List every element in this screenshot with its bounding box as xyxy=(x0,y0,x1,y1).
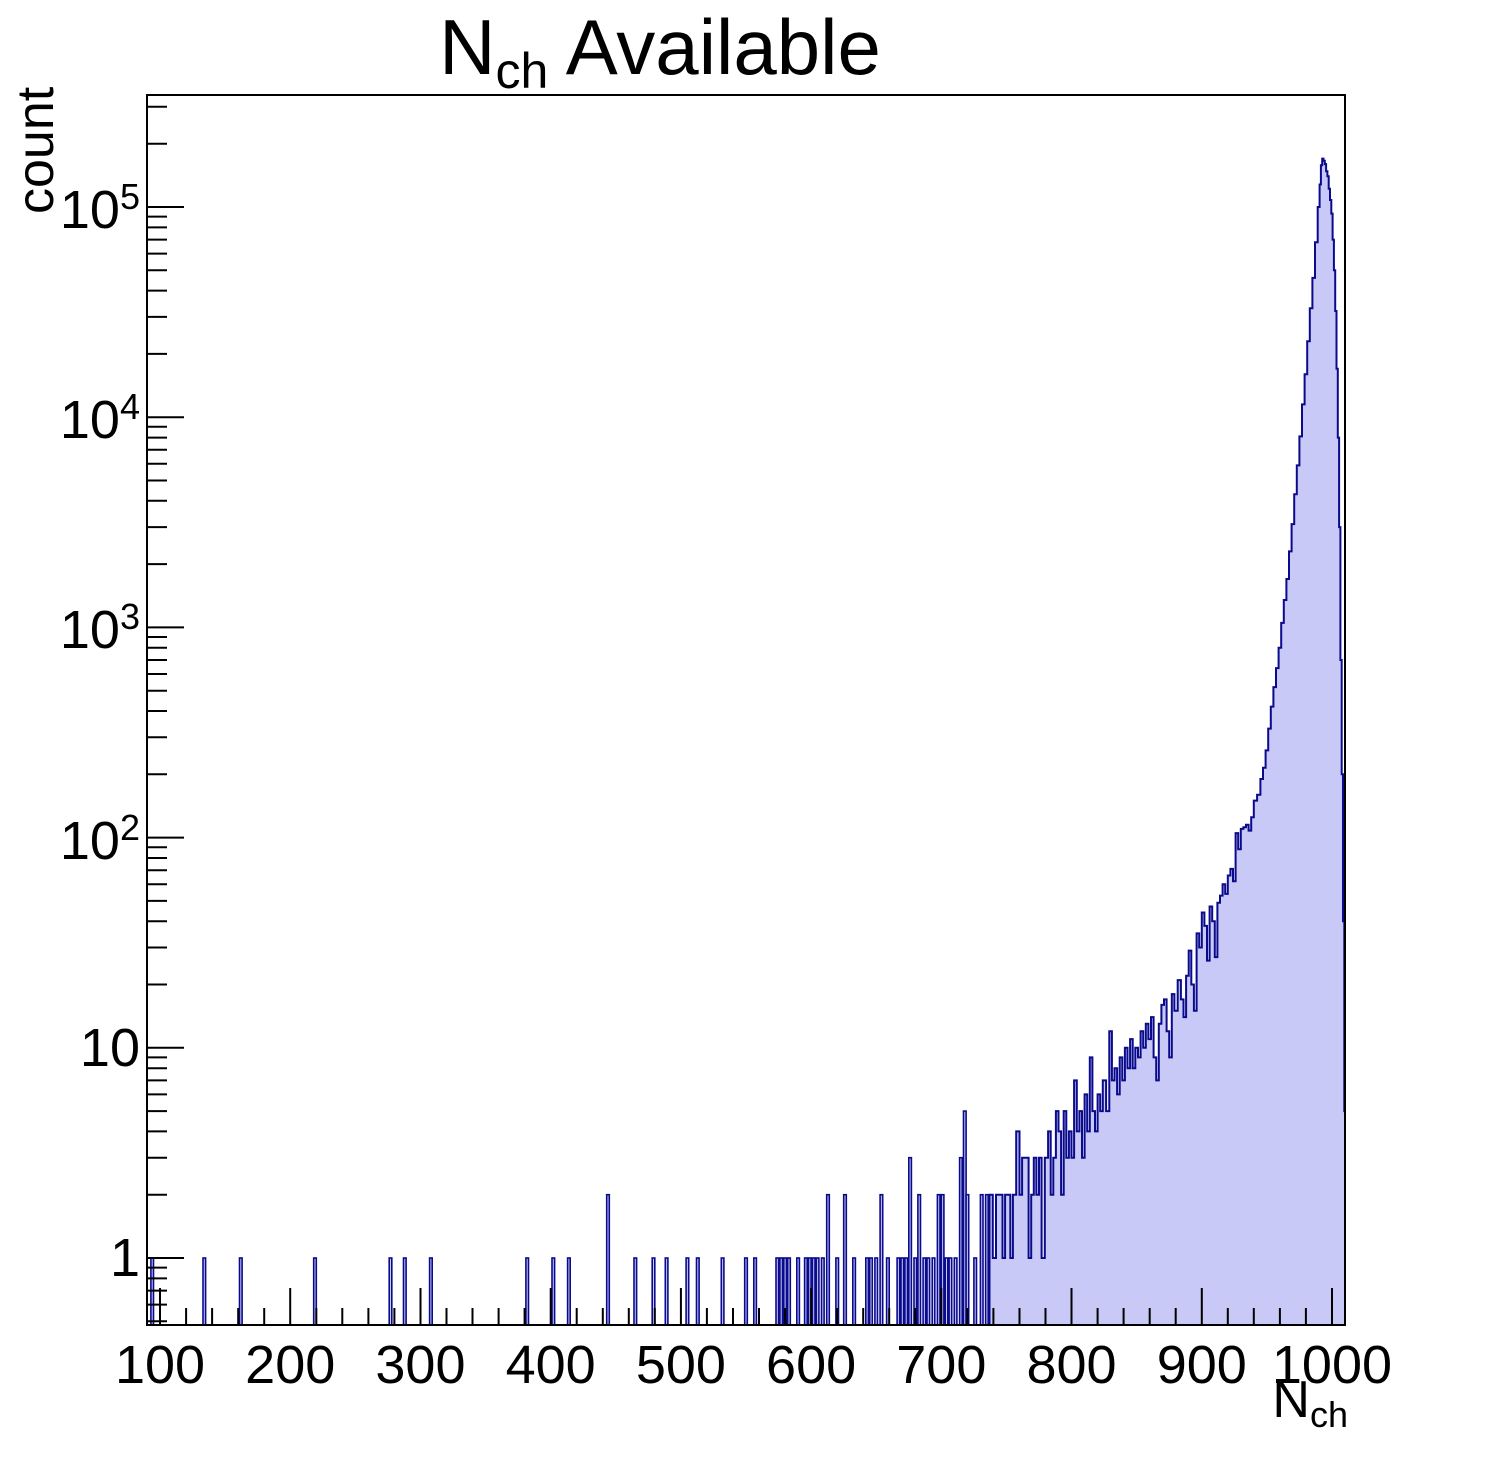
histogram-spike-bin xyxy=(779,1257,784,1326)
x-tick-label: 400 xyxy=(505,1335,596,1395)
y-tick-label-exponent: 5 xyxy=(119,176,140,217)
histogram-spike-bin xyxy=(238,1257,243,1326)
x-tick-label: 100 xyxy=(114,1335,206,1395)
x-axis-title-subscript: ch xyxy=(1309,1394,1348,1436)
histogram-spike-bin xyxy=(896,1257,901,1326)
histogram-spike-bin xyxy=(428,1257,434,1326)
chart-title-main: N xyxy=(439,3,496,91)
histogram-spike-bin xyxy=(958,1156,963,1326)
histogram-spike-bin xyxy=(917,1193,922,1326)
histogram-spike-bin xyxy=(868,1257,874,1326)
y-tick-label: 102 xyxy=(60,807,140,872)
histogram-spike-bin xyxy=(566,1257,571,1326)
histogram-spike-bin xyxy=(944,1257,949,1326)
histogram-spike-bin xyxy=(720,1257,725,1326)
y-tick-label: 105 xyxy=(60,176,140,241)
histogram-spike-bin xyxy=(820,1257,825,1326)
histogram-spike-bin xyxy=(864,1257,870,1326)
histogram-spike-bin xyxy=(984,1193,989,1326)
histogram-spike-bin xyxy=(605,1193,611,1326)
histogram-spike-bin xyxy=(842,1193,848,1326)
histogram-spike-bin xyxy=(973,1257,978,1326)
y-tick-label-mantissa: 1 xyxy=(109,1228,140,1288)
x-tick-label: 800 xyxy=(1026,1335,1117,1395)
histogram-spike-bin xyxy=(874,1257,879,1326)
y-tick-label-mantissa: 10 xyxy=(59,180,120,240)
x-tick-label: 900 xyxy=(1156,1335,1247,1395)
x-axis-title: Nch xyxy=(1272,1370,1348,1436)
histogram-spike-bin xyxy=(525,1257,530,1326)
histogram-spike-bin xyxy=(904,1257,909,1326)
histogram-spike-bin xyxy=(803,1257,808,1326)
y-axis-title: count xyxy=(7,86,65,214)
histogram-spike-bin xyxy=(900,1257,905,1326)
histogram-spike-bin xyxy=(795,1257,801,1326)
histogram-spike-bin xyxy=(953,1257,958,1326)
x-tick-label: 500 xyxy=(635,1335,726,1395)
histogram-spike-bin xyxy=(752,1257,758,1326)
histogram-spike-bin xyxy=(851,1257,857,1326)
y-tick-label-exponent: 3 xyxy=(119,596,140,638)
histogram-spike-bin xyxy=(907,1156,913,1326)
y-tick-label-mantissa: 10 xyxy=(59,600,120,661)
histogram-spike-bin xyxy=(202,1257,207,1326)
y-tick-label: 10 xyxy=(80,1017,140,1079)
y-tick-label-exponent: 4 xyxy=(119,386,140,428)
histogram-spike-bin xyxy=(948,1257,953,1326)
y-tick-label: 103 xyxy=(60,596,140,661)
histogram-spike-bin xyxy=(965,1193,970,1326)
x-tick-label: 200 xyxy=(245,1335,336,1395)
histogram-spike-bin xyxy=(879,1193,884,1326)
x-axis-title-main: N xyxy=(1272,1371,1310,1429)
x-tick-label: 300 xyxy=(375,1335,466,1395)
histogram-spike-bin xyxy=(775,1257,780,1326)
histogram-spike-bin xyxy=(786,1257,792,1326)
histogram-spike-bin xyxy=(695,1257,700,1326)
x-tick-label: 600 xyxy=(766,1335,857,1395)
x-tick-label: 700 xyxy=(896,1335,987,1395)
histogram-spike-bin xyxy=(926,1257,931,1326)
y-tick-label: 104 xyxy=(60,386,140,451)
x-tick-label: 1000 xyxy=(1271,1335,1393,1395)
histogram-spike-bin xyxy=(811,1257,816,1326)
histogram-spike-bin xyxy=(388,1257,393,1326)
histogram-spike-bin xyxy=(815,1257,820,1326)
histogram-spike-bin xyxy=(402,1257,407,1326)
histogram-spike-bin xyxy=(922,1257,927,1326)
histogram-spike-bin xyxy=(825,1193,831,1326)
histogram-spike-bin xyxy=(685,1257,690,1326)
histogram-envelope xyxy=(988,157,1346,1326)
chart-title: Nch Available xyxy=(360,2,960,100)
y-tick-label-mantissa: 10 xyxy=(79,1017,140,1078)
histogram-spike-bin xyxy=(931,1257,936,1326)
y-tick-label-mantissa: 10 xyxy=(59,390,120,451)
chart-title-rest: Available xyxy=(548,3,881,91)
histogram-spike-bin xyxy=(633,1257,638,1326)
histogram-spike-bin xyxy=(979,1193,984,1326)
y-tick-label-mantissa: 10 xyxy=(59,810,120,871)
y-tick-label: 1 xyxy=(110,1227,140,1289)
histogram-spike-bin xyxy=(551,1257,556,1326)
y-tick-label-exponent: 2 xyxy=(119,806,140,848)
histogram-spike-bin xyxy=(936,1193,941,1326)
histogram-spike-bin xyxy=(664,1257,669,1326)
chart-title-subscript: ch xyxy=(495,43,549,99)
histogram-spike-bin xyxy=(743,1257,749,1326)
